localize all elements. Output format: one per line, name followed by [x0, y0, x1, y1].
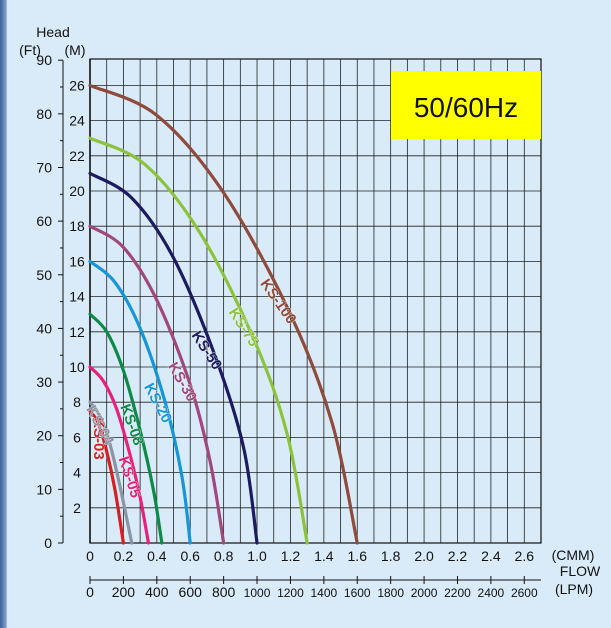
curves: [88, 83, 359, 545]
x-tick-label-lpm: 1000: [244, 586, 271, 600]
frequency-badge-text: 50/60Hz: [414, 92, 518, 123]
x-tick-label-lpm: 1800: [377, 586, 404, 600]
y-tick-label-ft: 40: [36, 320, 52, 336]
curve-ks-75: [88, 136, 309, 545]
y-tick-label-m: 16: [69, 253, 85, 269]
curve-label-ks-20: KS-20: [140, 380, 175, 426]
y-tick-label-m: 2: [73, 500, 81, 516]
y-tick-label-ft: 50: [36, 267, 52, 283]
y-tick-label-ft: 80: [36, 106, 52, 122]
x-tick-label-cmm: 2.6: [515, 548, 535, 564]
frequency-badge: [391, 71, 541, 139]
x-tick-label-cmm: 0.4: [147, 548, 167, 564]
x-tick-label-lpm: 2400: [478, 586, 505, 600]
x-axis-unit-lpm: (LPM): [555, 581, 593, 597]
curve-label-ks-75: KS-75: [225, 305, 262, 350]
x-tick-label-lpm: 0: [86, 584, 94, 600]
y-tick-label-ft: 20: [36, 428, 52, 444]
x-tick-label-cmm: 0.8: [214, 548, 234, 564]
x-tick-label-lpm: 2600: [511, 586, 538, 600]
curve-ks-04: [88, 400, 134, 545]
x-tick-label-lpm: 1200: [277, 586, 304, 600]
y-tick-label-m: 8: [73, 394, 81, 410]
x-tick-label-cmm: 2.4: [481, 548, 501, 564]
x-tick-label-lpm: 600: [179, 584, 203, 600]
curve-label-ks-50: KS-50: [188, 328, 225, 373]
y-tick-label-m: 22: [69, 148, 85, 164]
y-tick-label-ft: 70: [36, 159, 52, 175]
x-tick-label-cmm: 0.6: [180, 548, 200, 564]
tick-labels: 2468101214161820222426010203040506070809…: [36, 52, 538, 600]
curve-ks-100: [88, 83, 359, 545]
curve-ks-30: [88, 224, 226, 545]
x-tick-label-lpm: 400: [145, 584, 169, 600]
x-tick-label-cmm: 0: [86, 548, 94, 564]
x-tick-label-lpm: 1600: [344, 586, 371, 600]
x-tick-label-cmm: 1.2: [281, 548, 301, 564]
x-tick-label-lpm: 2000: [411, 586, 438, 600]
y-axis-unit-m: (M): [65, 42, 86, 58]
curve-ks-08: [88, 312, 164, 545]
curve-ks-05: [88, 365, 151, 545]
x-tick-label-cmm: 1.8: [381, 548, 401, 564]
y-tick-label-m: 12: [69, 324, 85, 340]
x-tick-label-cmm: 1.6: [348, 548, 368, 564]
x-axis-unit-cmm: (CMM): [552, 547, 595, 563]
y-tick-label-ft: 10: [36, 481, 52, 497]
y-tick-label-m: 18: [69, 218, 85, 234]
curve-label-ks-03: KS-03: [90, 417, 107, 460]
y-tick-label-ft: 90: [36, 52, 52, 68]
y-tick-label-ft: 0: [44, 535, 52, 551]
x-tick-label-cmm: 0.2: [114, 548, 134, 564]
curve-ks-20: [88, 259, 192, 545]
x-tick-label-lpm: 200: [112, 584, 136, 600]
curve-ks-03: [88, 409, 126, 545]
y-tick-label-m: 20: [69, 183, 85, 199]
y-axis-unit-ft: (Ft): [19, 42, 41, 58]
y-tick-label-m: 6: [73, 429, 81, 445]
y-axis-title: Head: [36, 24, 69, 40]
y-tick-label-m: 14: [69, 289, 85, 305]
y-tick-label-m: 26: [69, 77, 85, 93]
y-tick-label-m: 4: [73, 465, 81, 481]
curve-label-ks-30: KS-30: [164, 359, 200, 404]
x-tick-label-cmm: 1.0: [247, 548, 267, 564]
curve-label-ks-04: KS-04: [82, 403, 117, 449]
curve-label-ks-100: KS-100: [257, 276, 300, 327]
curve-ks-50: [88, 171, 259, 545]
x-axis-title: FLOW: [560, 563, 601, 579]
x-tick-label-lpm: 800: [212, 584, 236, 600]
x-tick-label-cmm: 2.0: [414, 548, 434, 564]
x-tick-label-lpm: 1400: [311, 586, 338, 600]
x-tick-label-cmm: 2.2: [448, 548, 468, 564]
y-tick-label-ft: 60: [36, 213, 52, 229]
y-tick-label-ft: 30: [36, 374, 52, 390]
x-tick-label-lpm: 2200: [444, 586, 471, 600]
x-tick-label-cmm: 1.4: [314, 548, 334, 564]
y-tick-label-m: 10: [69, 359, 85, 375]
y-tick-label-m: 24: [69, 113, 85, 129]
